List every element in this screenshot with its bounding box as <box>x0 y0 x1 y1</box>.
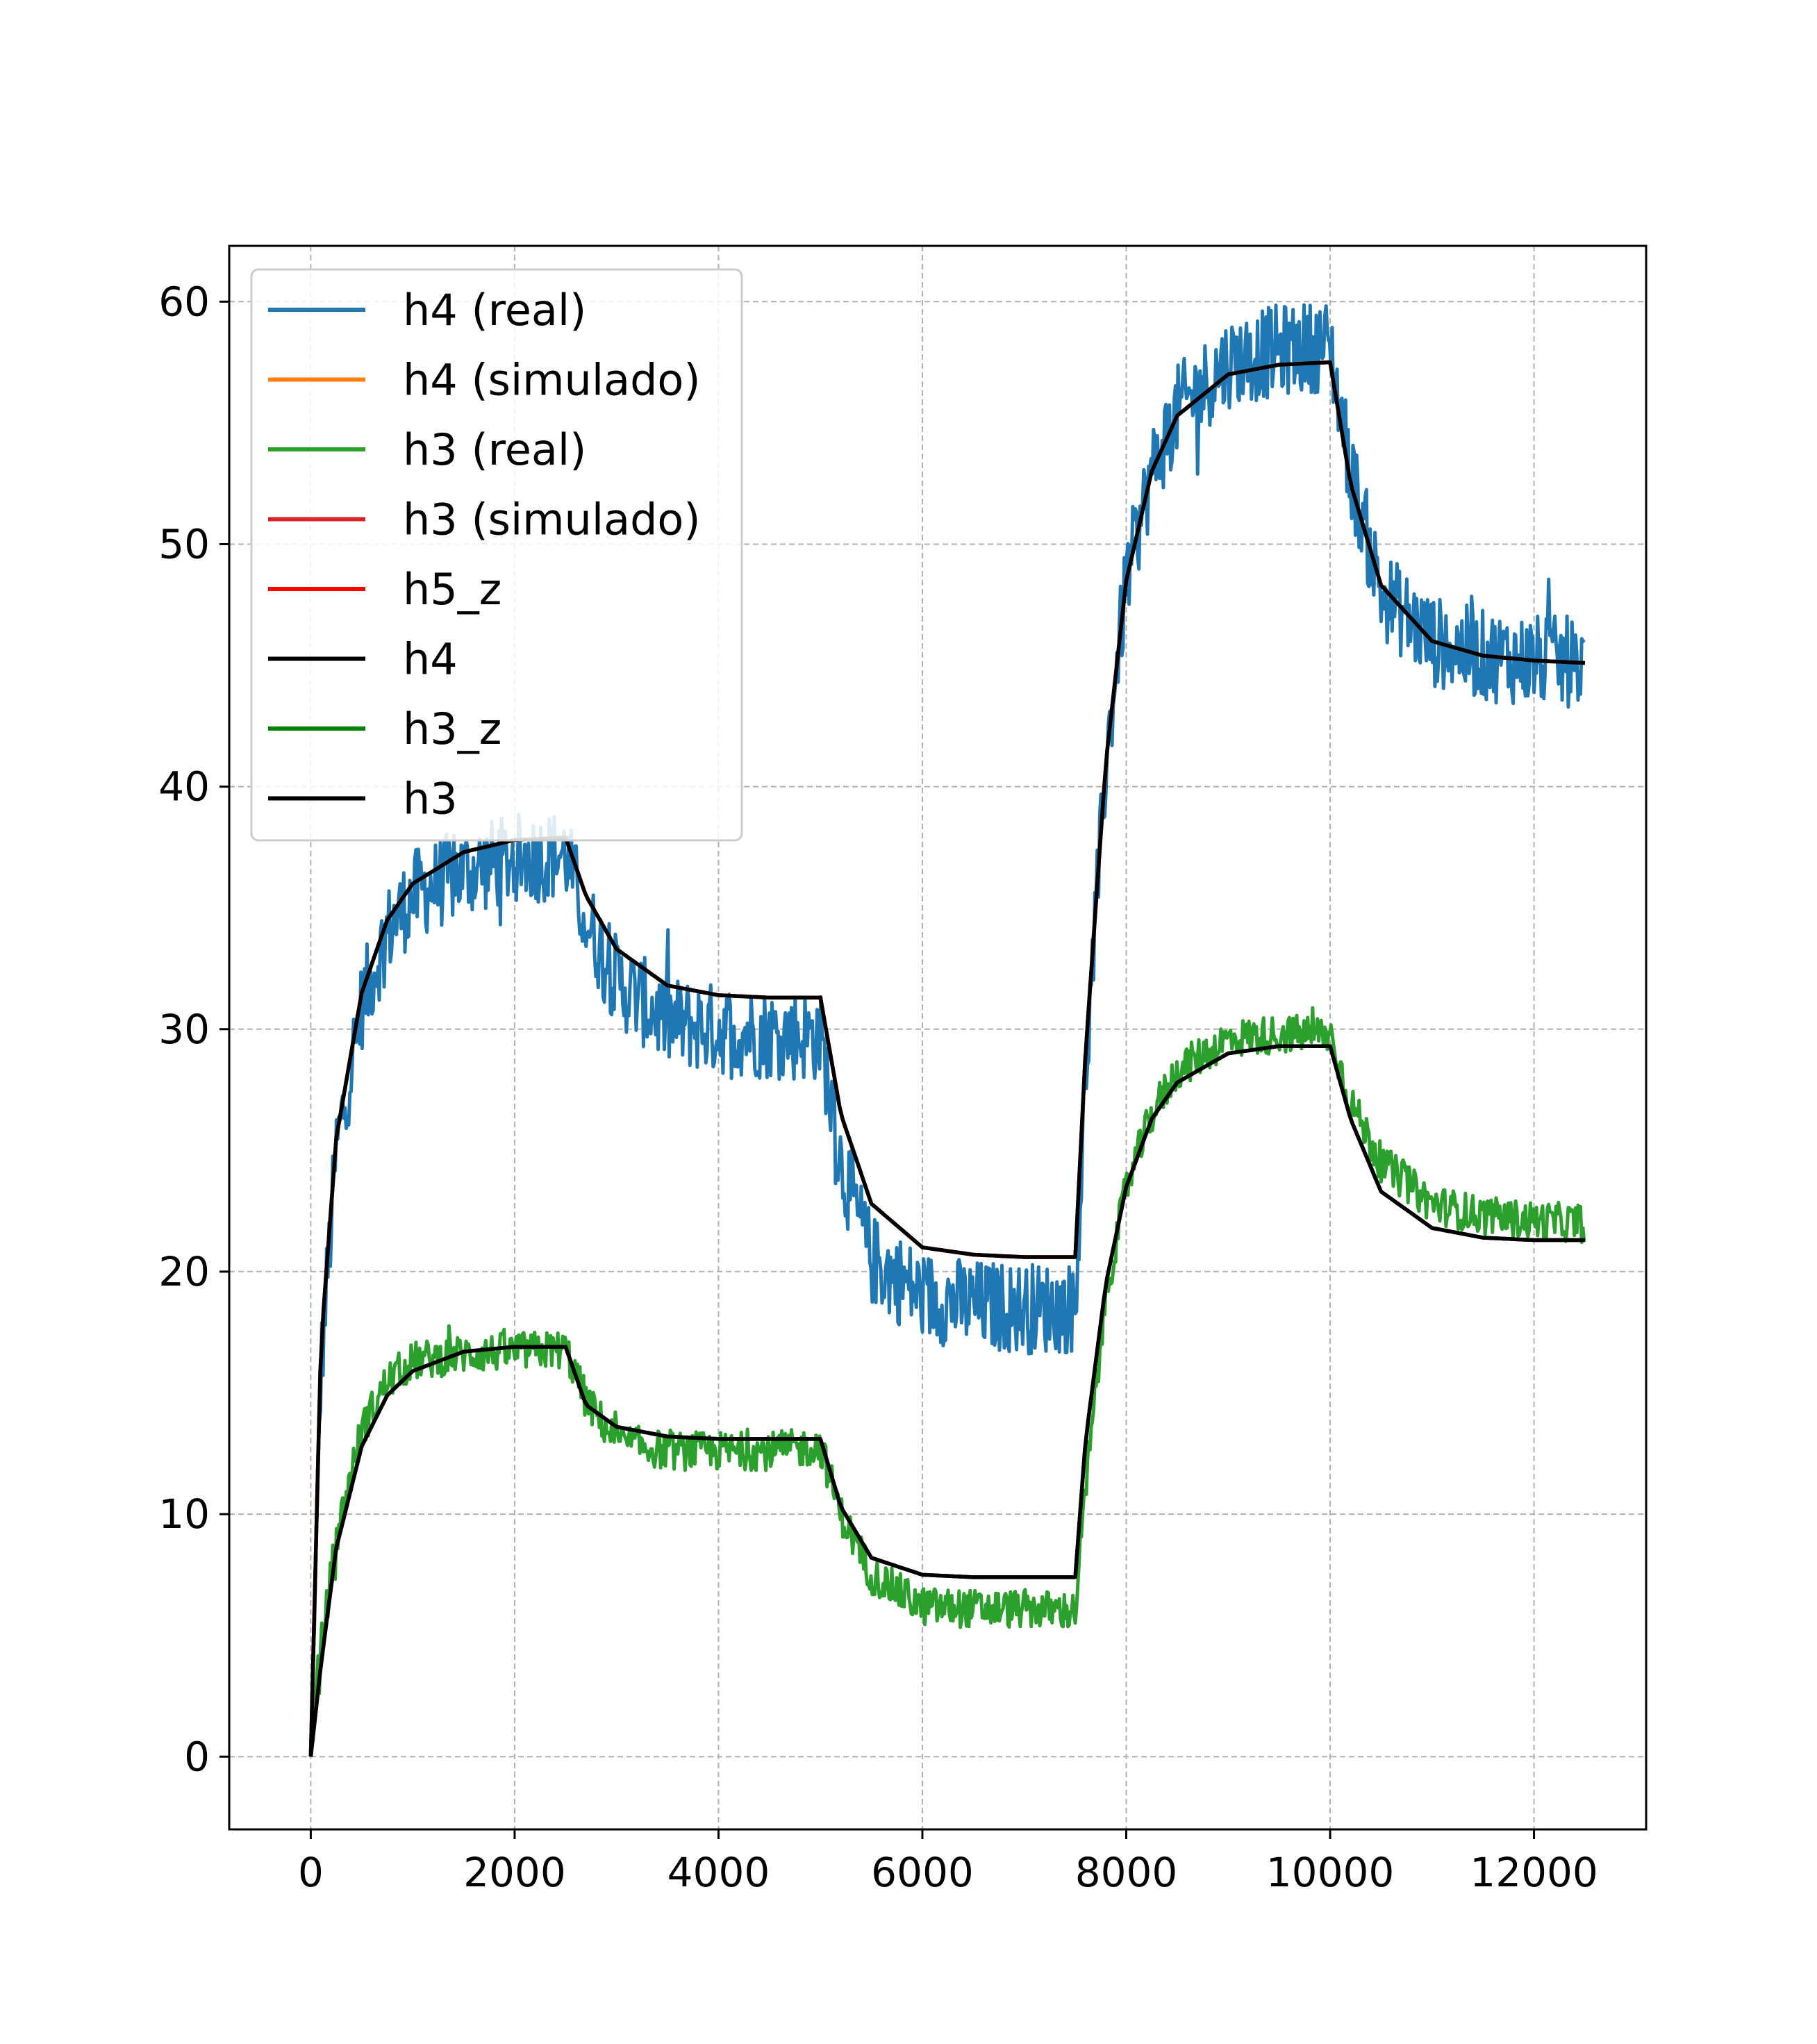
series-line-h3 <box>308 1044 1585 1757</box>
x-tick-label: 6000 <box>871 1849 974 1896</box>
y-tick-label: 50 <box>158 520 210 567</box>
series-line-h3-real- <box>308 1006 1586 1747</box>
x-tick-label: 10000 <box>1266 1849 1395 1896</box>
y-tick-label: 40 <box>158 763 210 811</box>
legend: h4 (real) h4 (simulado) h3 (real) h3 (simul… <box>250 268 743 842</box>
legend-label: h4 (real) <box>403 285 586 335</box>
axes-frame <box>228 244 1648 1831</box>
x-tick-label: 8000 <box>1075 1849 1178 1896</box>
y-tick-label: 30 <box>158 1006 210 1053</box>
x-tick-label: 4000 <box>667 1849 770 1896</box>
x-tick-label: 12000 <box>1470 1849 1598 1896</box>
x-axis: 0 2000 4000 6000 8000 10000 12000 <box>298 1829 1598 1896</box>
legend-label: h3 (real) <box>403 424 586 475</box>
x-tick-label: 0 <box>298 1849 324 1896</box>
x-tick-label: 2000 <box>463 1849 566 1896</box>
y-tick-label: 20 <box>158 1248 210 1295</box>
y-tick-label: 0 <box>184 1733 210 1780</box>
series-line-h4-real- <box>308 303 1586 1753</box>
legend-label: h3 (simulado) <box>403 495 701 545</box>
y-tick-label: 60 <box>158 278 210 325</box>
legend-label: h3_z <box>403 704 501 754</box>
y-axis: 0 10 20 30 40 50 60 <box>158 278 229 1780</box>
legend-label: h5_z <box>403 564 501 615</box>
legend-label: h3 <box>403 774 458 824</box>
legend-label: h4 <box>403 634 458 685</box>
legend-label: h4 (simulado) <box>403 355 701 406</box>
legend-box <box>250 268 743 842</box>
y-tick-label: 10 <box>158 1490 210 1538</box>
